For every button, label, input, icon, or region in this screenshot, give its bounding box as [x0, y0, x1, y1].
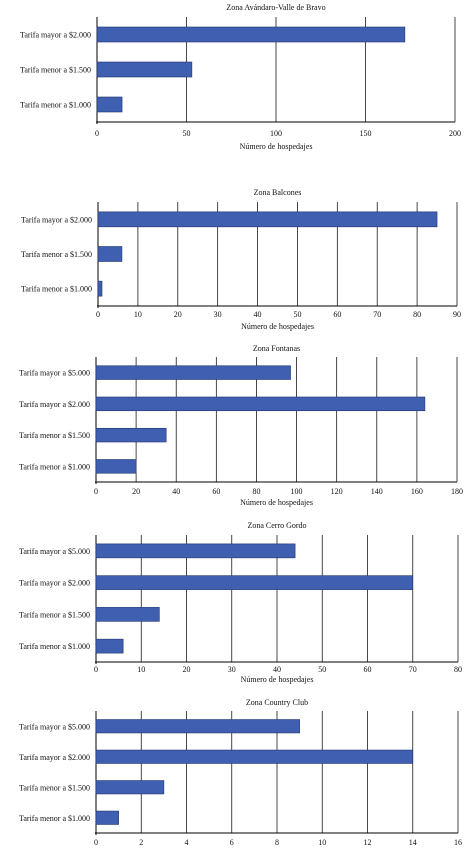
x-tick-label: 50	[183, 129, 191, 138]
x-tick-label: 180	[451, 487, 463, 496]
category-label: Tarifa mayor a $2.000	[19, 579, 90, 588]
category-label: Tarifa mayor a $2.000	[19, 400, 90, 409]
x-tick-label: 90	[453, 310, 461, 319]
category-label: Tarifa menor a $1.000	[19, 462, 90, 471]
x-tick-label: 20	[174, 310, 182, 319]
x-tick-label: 10	[137, 665, 145, 674]
category-label: Tarifa mayor a $2.000	[21, 215, 92, 224]
x-tick-label: 40	[172, 487, 180, 496]
x-tick-label: 16	[454, 838, 462, 847]
x-tick-label: 12	[364, 838, 372, 847]
chart-title: Zona Avándaro-Valle de Bravo	[226, 3, 325, 12]
x-tick-label: 70	[373, 310, 381, 319]
x-tick-label: 120	[331, 487, 343, 496]
bar-2	[97, 246, 123, 262]
bar-2	[95, 575, 414, 590]
bar-3	[95, 427, 167, 443]
x-tick-label: 100	[270, 129, 282, 138]
bar-1	[95, 719, 300, 734]
chart-title: Zona Fontanas	[253, 344, 300, 353]
x-tick-label: 80	[252, 487, 260, 496]
x-tick-label: 0	[96, 310, 100, 319]
x-axis-label: Número de hospedajes	[240, 498, 313, 507]
bar-1	[95, 543, 296, 559]
category-label: Tarifa mayor a $5.000	[19, 722, 90, 731]
x-tick-label: 60	[212, 487, 220, 496]
x-tick-label: 150	[360, 129, 372, 138]
x-tick-label: 40	[273, 665, 281, 674]
category-label: Tarifa menor a $1.000	[19, 642, 90, 651]
x-tick-label: 14	[409, 838, 417, 847]
chart-panel-3: Zona Fontanas Tarifa mayor a $5.000 Tarifa…	[19, 344, 463, 507]
x-tick-label: 20	[183, 665, 191, 674]
bar-3	[96, 96, 123, 113]
x-tick-label: 8	[275, 838, 279, 847]
x-tick-label: 0	[94, 487, 98, 496]
x-tick-label: 6	[230, 838, 234, 847]
bar-2	[95, 396, 426, 412]
x-tick-label: 80	[413, 310, 421, 319]
x-tick-label: 40	[254, 310, 262, 319]
chart-title: Zona Cerro Gordo	[247, 521, 306, 530]
x-tick-label: 30	[214, 310, 222, 319]
bar-1	[96, 26, 406, 43]
bar-1	[97, 211, 438, 228]
x-tick-label: 50	[318, 665, 326, 674]
bar-3	[95, 780, 165, 795]
bar-3	[97, 280, 103, 297]
x-axis-label: Número de hospedajes	[240, 142, 313, 151]
x-tick-label: 70	[409, 665, 417, 674]
x-axis-label: Número de hospedajes	[241, 322, 314, 331]
chart-title: Zona Balcones	[254, 188, 302, 197]
category-label: Tarifa menor a $1.500	[19, 431, 90, 440]
category-label: Tarifa menor a $1.000	[19, 814, 90, 823]
x-tick-label: 2	[139, 838, 143, 847]
x-tick-label: 0	[95, 129, 99, 138]
x-tick-label: 160	[411, 487, 423, 496]
category-label: Tarifa menor a $1.000	[20, 101, 91, 110]
category-label: Tarifa mayor a $2.000	[19, 753, 90, 762]
x-tick-label: 20	[132, 487, 140, 496]
x-tick-label: 0	[94, 838, 98, 847]
x-tick-label: 200	[449, 129, 461, 138]
x-tick-label: 10	[318, 838, 326, 847]
bar-4	[95, 810, 119, 825]
category-label: Tarifa menor a $1.500	[20, 66, 91, 75]
chart-panel-1: Zona Avándaro-Valle de Bravo Tarifa mayor…	[20, 3, 461, 151]
category-label: Tarifa menor a $1.500	[19, 610, 90, 619]
x-tick-label: 4	[185, 838, 189, 847]
x-tick-label: 100	[291, 487, 303, 496]
bar-2	[95, 749, 414, 764]
chart-panel-5: Zona Country Club Tarifa mayor a $5.000 Ta…	[19, 698, 462, 847]
x-axis-label: Número de hospedajes	[241, 675, 314, 684]
bar-4	[95, 459, 137, 474]
category-label: Tarifa menor a $1.500	[19, 783, 90, 792]
category-label: Tarifa mayor a $5.000	[19, 369, 90, 378]
x-tick-label: 30	[228, 665, 236, 674]
x-tick-label: 60	[364, 665, 372, 674]
x-tick-label: 50	[293, 310, 301, 319]
bar-2	[96, 61, 193, 78]
chart-title: Zona Country Club	[246, 698, 308, 707]
category-label: Tarifa menor a $1.500	[21, 250, 92, 259]
category-label: Tarifa mayor a $2.000	[20, 31, 91, 40]
x-tick-label: 140	[371, 487, 383, 496]
bar-1	[95, 365, 291, 380]
bar-4	[95, 638, 124, 654]
bar-3	[95, 607, 160, 622]
x-tick-label: 60	[333, 310, 341, 319]
chart-panel-4: Zona Cerro Gordo Tarifa mayor a $5.000 Tar…	[19, 521, 462, 684]
x-tick-label: 10	[134, 310, 142, 319]
x-tick-label: 0	[94, 665, 98, 674]
chart-panel-2: Zona Balcones Tarifa mayor a $2.000 Tarifa…	[21, 188, 461, 331]
x-tick-label: 80	[454, 665, 462, 674]
category-label: Tarifa mayor a $5.000	[19, 547, 90, 556]
category-label: Tarifa menor a $1.000	[21, 285, 92, 294]
